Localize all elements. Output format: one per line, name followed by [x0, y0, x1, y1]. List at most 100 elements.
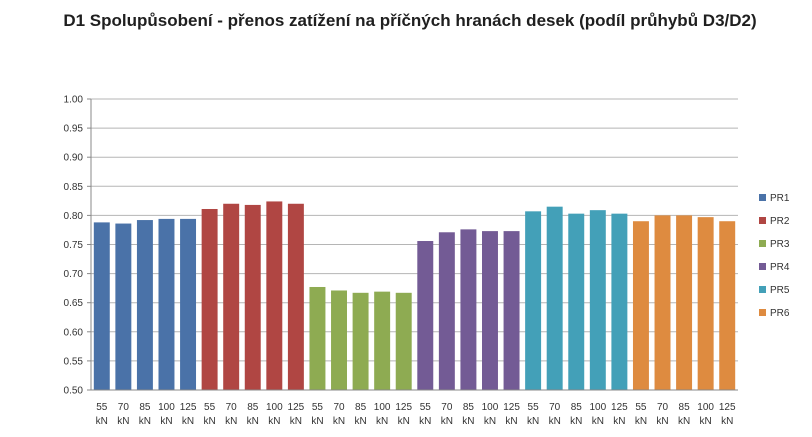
y-tick-label: 0.50 — [64, 386, 84, 397]
legend: PR1 PR2 PR3 PR4 PR5 PR6 — [759, 193, 790, 319]
x-tick-label-value: 125 — [180, 402, 197, 413]
x-tick-label-unit: kN — [96, 416, 108, 427]
bar-pr3-100-kn — [374, 291, 391, 390]
bar-pr3-125-kn — [395, 292, 412, 390]
legend-swatch-pr3 — [759, 240, 766, 247]
x-tick-label-value: 70 — [549, 402, 561, 413]
bar-pr5-55-kn — [525, 211, 542, 390]
x-tick-label-unit: kN — [656, 416, 668, 427]
chart-title: D1 Spolupůsobení - přenos zatížení na př… — [63, 11, 757, 30]
y-tick-label: 0.80 — [64, 211, 84, 222]
legend-swatch-pr4 — [759, 263, 766, 270]
x-tick-label-value: 55 — [635, 402, 647, 413]
x-tick-label-unit: kN — [354, 416, 366, 427]
x-tick-label-value: 125 — [503, 402, 520, 413]
y-tick-label: 0.90 — [64, 153, 84, 164]
x-tick-label-unit: kN — [160, 416, 172, 427]
y-tick-label: 0.75 — [64, 240, 84, 251]
x-tick-label-unit: kN — [549, 416, 561, 427]
x-tick-label-value: 70 — [118, 402, 130, 413]
bars — [93, 201, 736, 390]
x-tick-label-value: 100 — [374, 402, 391, 413]
bar-pr4-85-kn — [460, 229, 477, 390]
x-tick-label-unit: kN — [441, 416, 453, 427]
x-tick-label-unit: kN — [505, 416, 517, 427]
bar-pr2-100-kn — [266, 201, 283, 390]
bar-pr2-125-kn — [287, 203, 304, 390]
x-tick-label-unit: kN — [225, 416, 237, 427]
x-tick-label-value: 55 — [96, 402, 108, 413]
x-tick-label-value: 100 — [697, 402, 714, 413]
x-tick-label-value: 100 — [158, 402, 175, 413]
y-tick-label: 0.60 — [64, 327, 84, 338]
x-tick-label-value: 100 — [266, 402, 283, 413]
bar-pr4-55-kn — [417, 241, 434, 390]
bar-pr5-70-kn — [546, 206, 563, 390]
bar-pr4-70-kn — [438, 232, 455, 390]
bar-pr2-85-kn — [244, 204, 261, 390]
x-tick-label-value: 125 — [395, 402, 412, 413]
axes — [87, 98, 738, 391]
bar-pr5-100-kn — [589, 210, 606, 390]
legend-label-pr3: PR3 — [770, 239, 790, 250]
y-tick-label: 0.70 — [64, 269, 84, 280]
legend-label-pr5: PR5 — [770, 285, 790, 296]
x-tick-labels: 55 kN 70 kN 85 kN 100 kN 125 kN 55 kN 70 kN 85 kN 100 kN 1… — [96, 402, 736, 427]
bar-pr2-70-kn — [223, 203, 240, 390]
bar-pr4-100-kn — [482, 231, 498, 390]
x-tick-label-unit: kN — [721, 416, 733, 427]
legend-label-pr2: PR2 — [770, 216, 790, 227]
bar-pr6-70-kn — [654, 215, 671, 390]
bar-pr6-55-kn — [632, 221, 649, 390]
x-tick-label-value: 125 — [288, 402, 305, 413]
legend-label-pr4: PR4 — [770, 262, 790, 273]
x-tick-label-value: 85 — [571, 402, 583, 413]
y-tick-label: 0.95 — [64, 124, 84, 135]
bar-pr1-100-kn — [158, 218, 175, 390]
x-tick-label-value: 125 — [611, 402, 628, 413]
x-tick-label-unit: kN — [484, 416, 496, 427]
x-tick-label-value: 70 — [226, 402, 238, 413]
x-tick-label-unit: kN — [700, 416, 712, 427]
y-tick-label: 0.85 — [64, 182, 84, 193]
bar-pr6-85-kn — [676, 215, 693, 390]
bar-pr4-125-kn — [503, 231, 520, 390]
legend-swatch-pr2 — [759, 217, 766, 224]
bar-pr3-70-kn — [331, 290, 347, 390]
x-tick-label-unit: kN — [268, 416, 280, 427]
x-tick-label-value: 100 — [482, 402, 499, 413]
x-tick-label-unit: kN — [139, 416, 151, 427]
x-tick-label-value: 125 — [719, 402, 736, 413]
bar-pr5-85-kn — [568, 213, 585, 390]
y-tick-label: 0.65 — [64, 298, 84, 309]
x-tick-label-value: 85 — [355, 402, 367, 413]
x-tick-label-value: 100 — [589, 402, 606, 413]
x-tick-label-value: 55 — [420, 402, 432, 413]
x-tick-label-value: 85 — [679, 402, 691, 413]
x-tick-label-unit: kN — [678, 416, 690, 427]
y-tick-labels: 0.50 0.55 0.60 0.65 0.70 0.75 0.80 0.85 0.90 0.95… — [64, 95, 84, 397]
x-tick-label-value: 55 — [528, 402, 540, 413]
y-tick-label: 1.00 — [64, 95, 84, 106]
legend-swatch-pr1 — [759, 194, 766, 201]
legend-label-pr6: PR6 — [770, 308, 790, 319]
x-tick-label-unit: kN — [570, 416, 582, 427]
x-tick-label-unit: kN — [333, 416, 345, 427]
x-tick-label-unit: kN — [311, 416, 323, 427]
x-tick-label-value: 70 — [333, 402, 345, 413]
legend-label-pr1: PR1 — [770, 193, 790, 204]
x-tick-label-unit: kN — [462, 416, 474, 427]
bar-pr5-125-kn — [611, 213, 628, 390]
y-tick-label: 0.55 — [64, 356, 84, 367]
legend-swatch-pr6 — [759, 309, 766, 316]
bar-pr1-125-kn — [180, 218, 197, 390]
x-tick-label-unit: kN — [527, 416, 539, 427]
bar-pr6-125-kn — [719, 221, 736, 390]
x-tick-label-unit: kN — [613, 416, 625, 427]
bar-pr6-100-kn — [697, 217, 714, 390]
bar-pr2-55-kn — [201, 208, 218, 390]
x-tick-label-unit: kN — [398, 416, 410, 427]
x-tick-label-unit: kN — [247, 416, 259, 427]
x-tick-label-value: 70 — [657, 402, 669, 413]
